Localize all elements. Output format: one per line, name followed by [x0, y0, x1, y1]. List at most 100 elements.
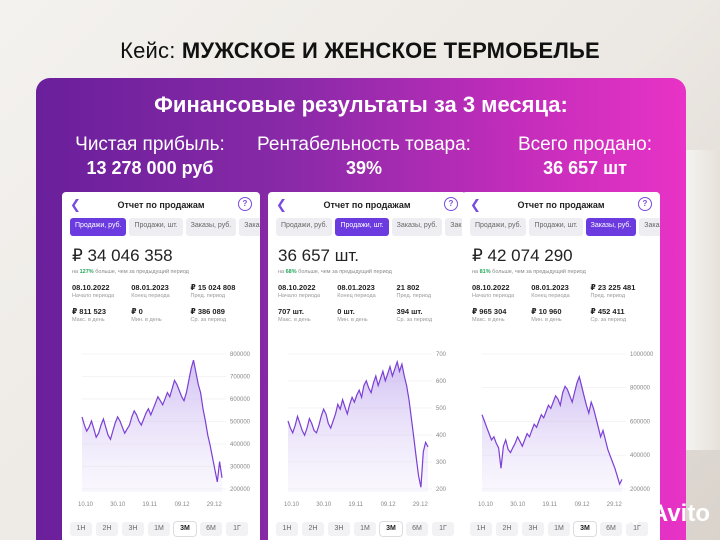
avito-watermark: Avito	[620, 500, 710, 528]
comparison-note: на 127% больше, чем за предыдущий период	[72, 269, 189, 275]
metric-cell: ₽ 10 960 Мин. в день	[531, 307, 590, 323]
metric-cell: 0 шт. Мин. в день	[337, 307, 396, 323]
tab-0[interactable]: Продажи, руб.	[276, 218, 333, 236]
metric-value: 08.10.2022	[72, 283, 110, 292]
x-tick-label: 29.12	[607, 502, 623, 508]
metric-label: Пред. период	[590, 293, 626, 299]
tab-3[interactable]: Заказы	[639, 218, 660, 236]
report-tabs: Продажи, руб. Продажи, шт. Заказы, руб. Зак…	[462, 218, 660, 236]
tab-1[interactable]: Продажи, шт.	[529, 218, 583, 236]
metric-value: 08.01.2023	[337, 283, 375, 292]
range-2[interactable]: 3Н	[122, 522, 144, 536]
tab-3[interactable]: Заказы	[239, 218, 260, 236]
tab-2[interactable]: Заказы, руб.	[185, 218, 237, 236]
y-tick-label: 400000	[230, 442, 251, 448]
y-tick-label: 1000000	[630, 352, 654, 358]
tab-0[interactable]: Продажи, руб.	[470, 218, 527, 236]
tab-3[interactable]: Заказы	[445, 218, 466, 236]
back-icon[interactable]: ❮	[470, 197, 481, 212]
x-tick-label: 09.12	[575, 502, 591, 508]
range-2[interactable]: 3Н	[522, 522, 544, 536]
metric-value: ₽ 386 089	[190, 307, 225, 316]
y-tick-label: 400000	[630, 453, 651, 459]
metric-value: 08.01.2023	[131, 283, 169, 292]
metric-cell: 394 шт. Ср. за период	[397, 307, 456, 323]
tab-2[interactable]: Заказы, руб.	[391, 218, 443, 236]
metric-label: Ср. за период	[396, 317, 433, 323]
range-1[interactable]: 2Н	[496, 522, 518, 536]
y-tick-label: 600000	[230, 397, 251, 403]
range-4[interactable]: 3М	[380, 522, 402, 536]
tab-0[interactable]: Продажи, руб.	[70, 218, 127, 236]
period-row: 08.10.2022 Начало периода 08.01.2023 Конец …	[462, 283, 660, 299]
y-tick-label: 200000	[630, 487, 651, 493]
total-value: 36 657 шт.	[278, 246, 359, 265]
metric-cell: 707 шт. Макс. в день	[278, 307, 337, 323]
y-tick-label: 500	[436, 406, 447, 412]
range-2[interactable]: 3Н	[328, 522, 350, 536]
help-icon[interactable]: ?	[444, 197, 458, 211]
range-selector: 1Н 2Н 3Н 1М 3М 6М 1Г	[470, 522, 652, 538]
metric-label: Мин. в день	[131, 317, 162, 323]
range-5[interactable]: 6М	[200, 522, 222, 536]
stat-value: 13 278 000 руб	[86, 158, 214, 178]
metric-value: ₽ 10 960	[531, 307, 562, 316]
comparison-note: на 81% больше, чем за предыдущий период	[472, 269, 586, 275]
stat-net-profit: Чистая прибыль: 13 278 000 руб	[60, 134, 240, 179]
metric-label: Мин. в день	[531, 317, 562, 323]
range-3[interactable]: 1М	[354, 522, 376, 536]
x-tick-label: 30.10	[110, 502, 126, 508]
help-icon[interactable]: ?	[638, 197, 652, 211]
range-0[interactable]: 1Н	[70, 522, 92, 536]
card-title: Отчет по продажам	[323, 200, 411, 210]
back-icon[interactable]: ❮	[70, 197, 81, 212]
x-tick-label: 10.10	[478, 502, 494, 508]
tab-1[interactable]: Продажи, шт.	[129, 218, 183, 236]
metric-label: Макс. в день	[72, 317, 105, 323]
range-3[interactable]: 1М	[148, 522, 170, 536]
range-5[interactable]: 6М	[600, 522, 622, 536]
sales-report-card: ❮ Отчет по продажам ? Продажи, руб. Прода…	[268, 192, 466, 540]
range-4[interactable]: 3М	[174, 522, 196, 536]
metric-cell: 08.01.2023 Конец периода	[131, 283, 190, 299]
x-tick-label: 10.10	[284, 502, 300, 508]
y-tick-label: 700	[436, 352, 447, 358]
range-4[interactable]: 3М	[574, 522, 596, 536]
range-6[interactable]: 1Г	[432, 522, 454, 536]
metric-value: 21 802	[396, 283, 420, 292]
help-icon[interactable]: ?	[238, 197, 252, 211]
range-6[interactable]: 1Г	[226, 522, 248, 536]
sales-report-card: ❮ Отчет по продажам ? Продажи, руб. Прода…	[462, 192, 660, 540]
metric-label: Начало периода	[472, 293, 515, 299]
range-1[interactable]: 2Н	[302, 522, 324, 536]
y-tick-label: 700000	[230, 374, 251, 380]
x-tick-label: 30.10	[316, 502, 332, 508]
panel-title: Финансовые результаты за 3 месяца:	[154, 92, 568, 117]
metric-value: 0 шт.	[337, 307, 355, 316]
range-0[interactable]: 1Н	[470, 522, 492, 536]
sales-chart: 1000000 800000 600000 400000 200000 10.10 30.1…	[478, 352, 654, 508]
avito-wordmark: Avito	[650, 500, 710, 527]
comparison-note: на 68% больше, чем за предыдущий период	[278, 269, 392, 275]
card-title: Отчет по продажам	[117, 200, 205, 210]
range-6[interactable]: 1Г	[626, 522, 648, 536]
card-header: ❮ Отчет по продажам ?	[268, 192, 466, 218]
x-tick-label: 30.10	[510, 502, 526, 508]
card-header: ❮ Отчет по продажам ?	[462, 192, 660, 218]
x-tick-label: 19.11	[348, 502, 363, 508]
tab-1[interactable]: Продажи, шт.	[335, 218, 389, 236]
metric-label: Пред. период	[396, 293, 432, 299]
period-row: 08.10.2022 Начало периода 08.01.2023 Конец …	[268, 283, 466, 299]
report-tabs: Продажи, руб. Продажи, шт. Заказы, руб. Зак…	[268, 218, 466, 236]
back-icon[interactable]: ❮	[276, 197, 287, 212]
range-1[interactable]: 2Н	[96, 522, 118, 536]
range-0[interactable]: 1Н	[276, 522, 298, 536]
series-line	[481, 374, 623, 486]
tab-2[interactable]: Заказы, руб.	[585, 218, 637, 236]
range-3[interactable]: 1М	[548, 522, 570, 536]
stat-margin: Рентабельность товара: 39%	[245, 134, 483, 179]
metric-value: ₽ 0	[131, 307, 143, 316]
range-5[interactable]: 6М	[406, 522, 428, 536]
x-tick-label: 29.12	[207, 502, 223, 508]
series-line	[287, 359, 429, 488]
